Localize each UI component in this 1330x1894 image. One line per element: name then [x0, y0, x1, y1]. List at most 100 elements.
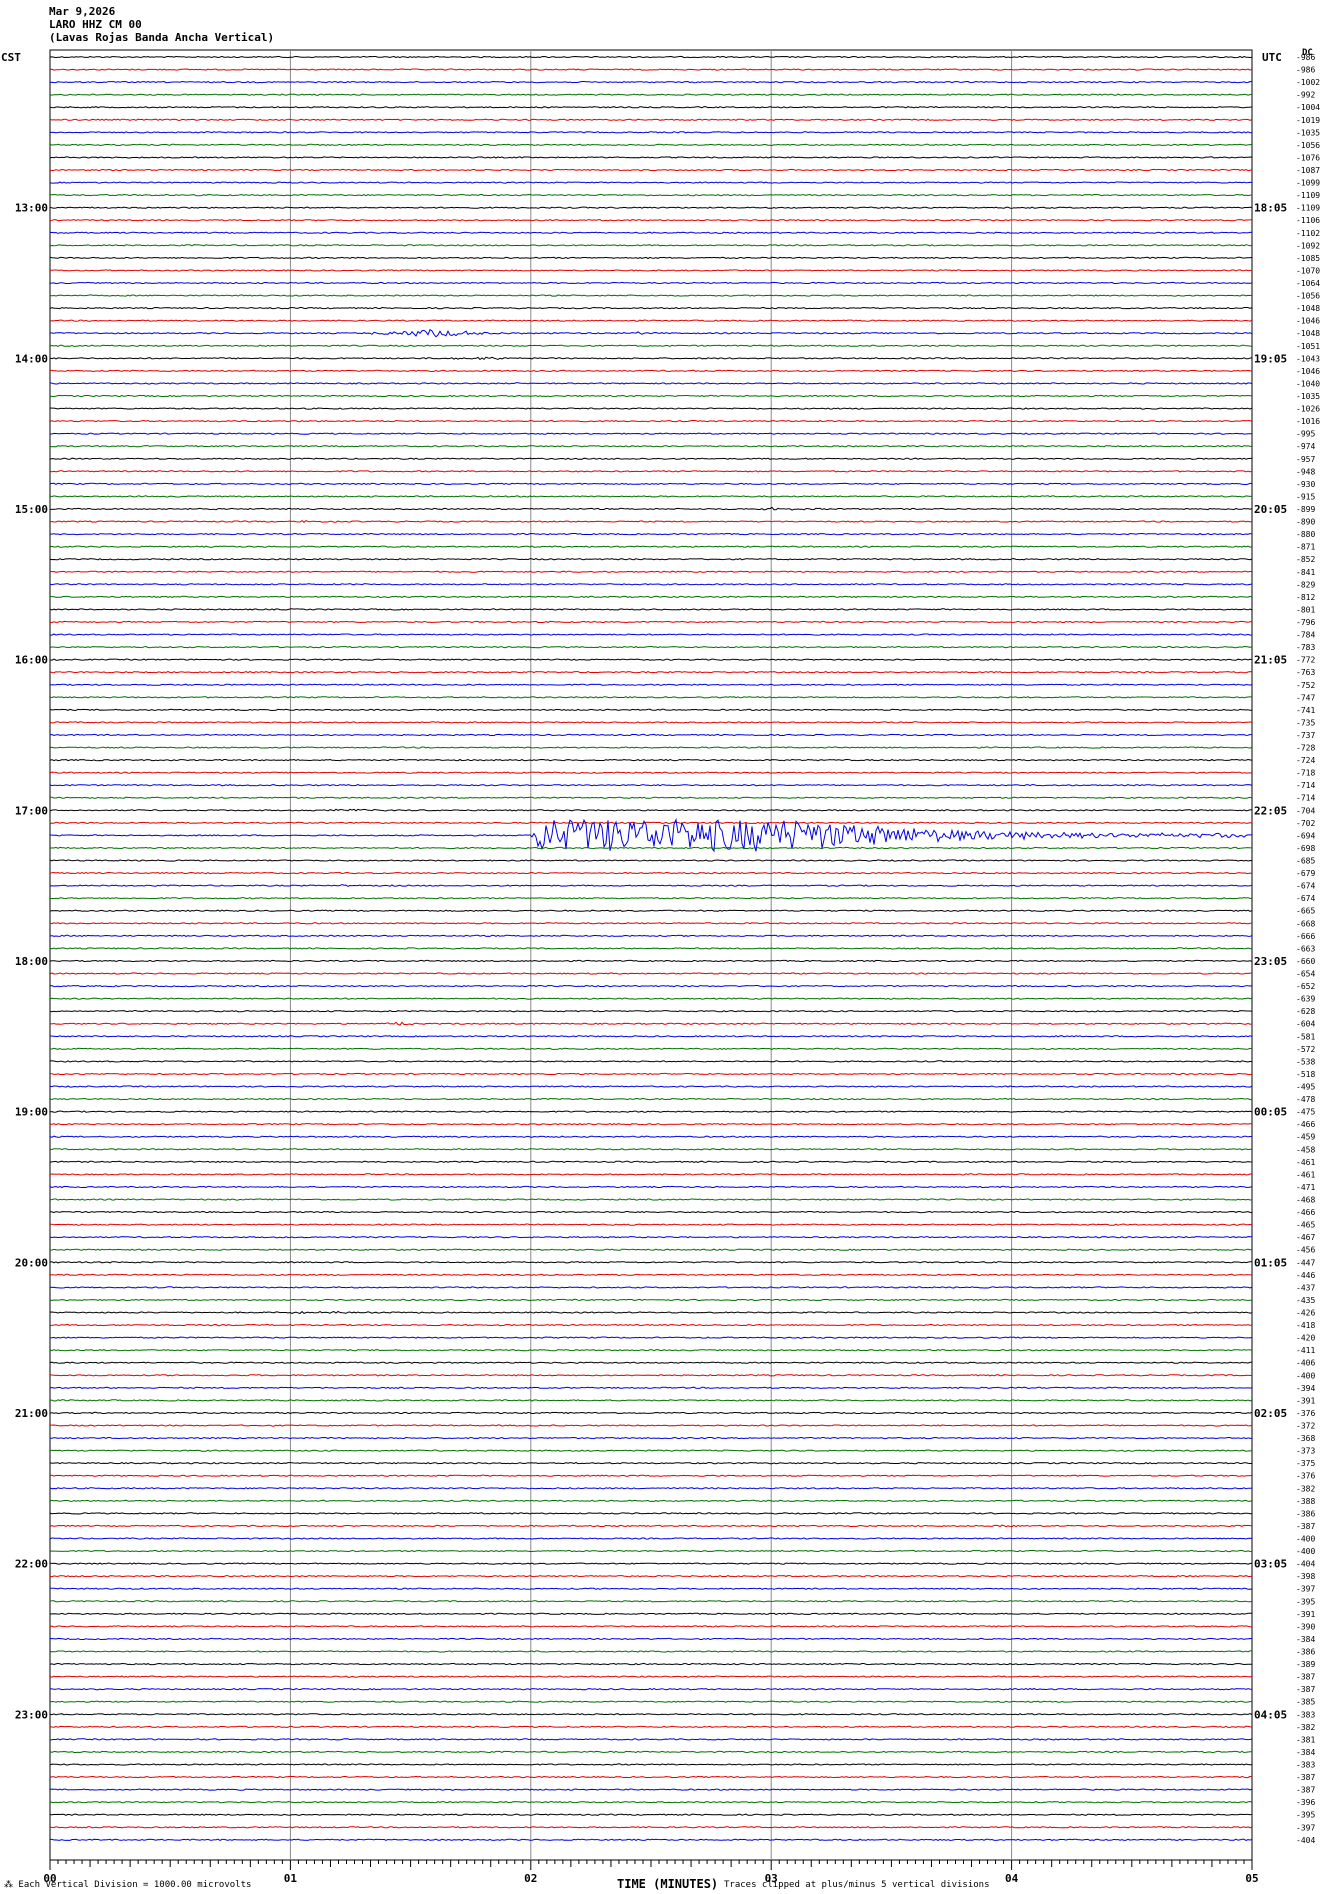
dc-offset-label: -518 — [1296, 1070, 1315, 1079]
dc-offset-label: -1056 — [1296, 292, 1320, 301]
seismic-trace — [49, 817, 1253, 853]
seismic-trace — [50, 1010, 1253, 1013]
dc-offset-label: -404 — [1296, 1836, 1315, 1845]
seismic-trace — [49, 947, 1252, 950]
seismic-trace — [49, 294, 1253, 297]
seismic-trace — [49, 1775, 1253, 1779]
x-tick-label: 02 — [524, 1872, 537, 1885]
seismic-trace — [49, 156, 1253, 159]
seismic-trace — [49, 1688, 1253, 1691]
x-tick-label: 05 — [1245, 1872, 1258, 1885]
dc-offset-label: -397 — [1296, 1823, 1315, 1832]
dc-offset-label: -437 — [1296, 1283, 1315, 1292]
seismic-trace — [49, 959, 1253, 963]
dc-offset-label: -461 — [1296, 1170, 1315, 1179]
dc-offset-label: -375 — [1296, 1459, 1315, 1468]
seismic-trace — [49, 1097, 1252, 1101]
seismic-trace — [49, 997, 1253, 1000]
hour-label-cst: 23:00 — [15, 1708, 48, 1721]
hour-label-utc: 03:05 — [1254, 1558, 1287, 1571]
dc-offset-label: -447 — [1296, 1258, 1315, 1267]
seismic-trace — [50, 633, 1253, 636]
seismic-trace — [49, 470, 1253, 473]
seismic-trace — [49, 721, 1253, 724]
dc-offset-label: -471 — [1296, 1183, 1315, 1192]
dc-offset-label: -698 — [1296, 844, 1315, 853]
seismic-trace — [49, 1637, 1253, 1641]
dc-offset-label: -478 — [1296, 1095, 1315, 1104]
dc-offset-label: -1004 — [1296, 103, 1320, 112]
scale-icon: ⁂ — [4, 1880, 13, 1890]
dc-offset-label: -386 — [1296, 1509, 1315, 1518]
dc-offset-label: -930 — [1296, 480, 1315, 489]
seismic-trace — [49, 281, 1253, 285]
dc-offset-label: -1016 — [1296, 417, 1320, 426]
seismic-trace — [49, 1763, 1252, 1766]
seismic-trace — [49, 1210, 1253, 1214]
dc-offset-label: -376 — [1296, 1472, 1315, 1481]
dc-offset-label: -1056 — [1296, 141, 1320, 150]
seismic-trace — [49, 256, 1253, 260]
seismic-trace — [49, 871, 1253, 875]
seismic-trace — [49, 319, 1253, 322]
dc-offset-label: -915 — [1296, 492, 1315, 501]
seismic-trace — [49, 1411, 1253, 1415]
dc-offset-label: -714 — [1296, 781, 1315, 790]
seismic-trace — [49, 482, 1253, 486]
dc-offset-label: -386 — [1296, 1647, 1315, 1656]
dc-offset-label: -1046 — [1296, 317, 1320, 326]
x-axis-title: TIME (MINUTES) — [617, 1877, 719, 1891]
seismic-trace — [49, 683, 1253, 686]
seismic-trace — [49, 859, 1253, 862]
dc-offset-label: -1099 — [1296, 179, 1320, 188]
dc-offset-label: -381 — [1296, 1735, 1315, 1744]
seismic-trace — [49, 1374, 1253, 1377]
hour-label-cst: 18:00 — [15, 955, 48, 968]
seismic-trace — [49, 206, 1253, 209]
dc-offset-label: -665 — [1296, 907, 1315, 916]
dc-offset-label: -1035 — [1296, 392, 1320, 401]
seismic-trace — [49, 784, 1253, 787]
hour-label-utc: 21:05 — [1254, 654, 1287, 667]
dc-offset-label: -446 — [1296, 1271, 1315, 1280]
seismic-trace — [49, 1110, 1253, 1113]
dc-offset-label: -426 — [1296, 1309, 1315, 1318]
dc-offset-label: -384 — [1296, 1635, 1315, 1644]
dc-offset-label: -382 — [1296, 1723, 1315, 1732]
seismic-trace — [49, 1474, 1253, 1477]
seismic-trace — [49, 1173, 1253, 1176]
seismic-trace — [49, 356, 1253, 361]
scale-text: Each Vertical Division = 1000.00 microvo… — [18, 1880, 252, 1890]
seismic-trace — [49, 1286, 1253, 1289]
seismic-trace — [49, 934, 1253, 937]
seismic-trace — [49, 758, 1253, 762]
seismic-trace — [49, 1035, 1253, 1038]
dc-offset-label: -784 — [1296, 631, 1315, 640]
seismic-trace — [49, 1524, 1253, 1528]
seismic-trace — [49, 1436, 1253, 1440]
seismic-trace — [49, 796, 1253, 799]
seismic-trace — [49, 193, 1252, 197]
dc-offset-label: -387 — [1296, 1673, 1315, 1682]
hour-label-cst: 16:00 — [15, 654, 48, 667]
hour-label-utc: 19:05 — [1254, 352, 1287, 365]
seismic-trace — [49, 1399, 1253, 1402]
seismic-trace — [49, 1273, 1253, 1276]
seismic-trace — [49, 1160, 1253, 1163]
dc-offset-label: -388 — [1296, 1497, 1315, 1506]
dc-offset-label: -396 — [1296, 1798, 1315, 1807]
seismic-trace — [50, 1047, 1253, 1050]
dc-offset-label: -368 — [1296, 1434, 1315, 1443]
seismic-trace — [49, 1788, 1253, 1791]
dc-offset-label: -376 — [1296, 1409, 1315, 1418]
dc-offset-label: -400 — [1296, 1547, 1315, 1556]
x-tick-label: 03 — [765, 1872, 778, 1885]
dc-offset-label: -604 — [1296, 1020, 1315, 1029]
dc-offset-label: -679 — [1296, 869, 1315, 878]
seismic-trace — [49, 1575, 1253, 1578]
seismic-trace — [49, 1236, 1253, 1239]
hour-label-utc: 02:05 — [1254, 1407, 1287, 1420]
dc-offset-label: -466 — [1296, 1120, 1315, 1129]
dc-offset-label: -1019 — [1296, 116, 1320, 125]
